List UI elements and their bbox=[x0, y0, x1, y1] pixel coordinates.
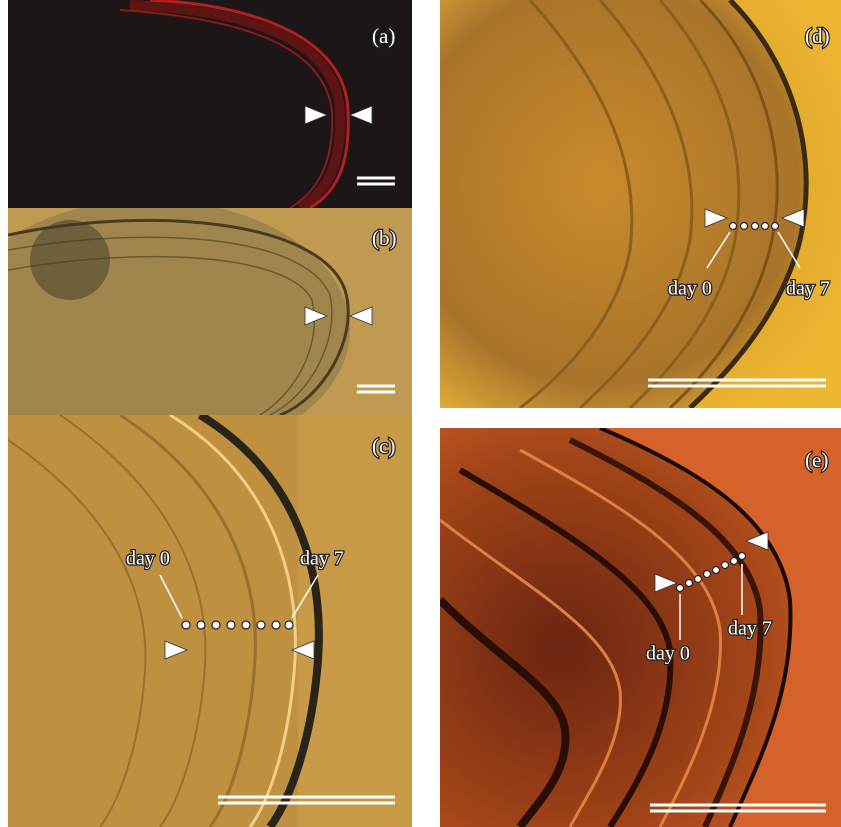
annotation: day 0 bbox=[668, 278, 712, 300]
panel-label: (c) bbox=[372, 434, 395, 458]
annotation: day 0 bbox=[126, 548, 170, 570]
panel-label: (b) bbox=[372, 226, 397, 250]
figure: (a) (b) (c) day 0 day 7 bbox=[0, 0, 841, 827]
annotation: day 7 bbox=[728, 618, 772, 640]
panel-label: (d) bbox=[805, 24, 830, 48]
panel-label: (a) bbox=[372, 24, 395, 48]
panel-d: (d) day 0 day 7 bbox=[440, 0, 841, 408]
panel-a: (a) bbox=[8, 0, 412, 208]
annotation: day 7 bbox=[300, 548, 344, 570]
annotation: day 0 bbox=[646, 643, 690, 665]
panel-c: (c) day 0 day 7 bbox=[8, 415, 412, 827]
annotation: day 7 bbox=[786, 278, 830, 300]
panel-e: (e) day 0 day 7 bbox=[440, 428, 841, 827]
panel-label: (e) bbox=[805, 448, 828, 472]
